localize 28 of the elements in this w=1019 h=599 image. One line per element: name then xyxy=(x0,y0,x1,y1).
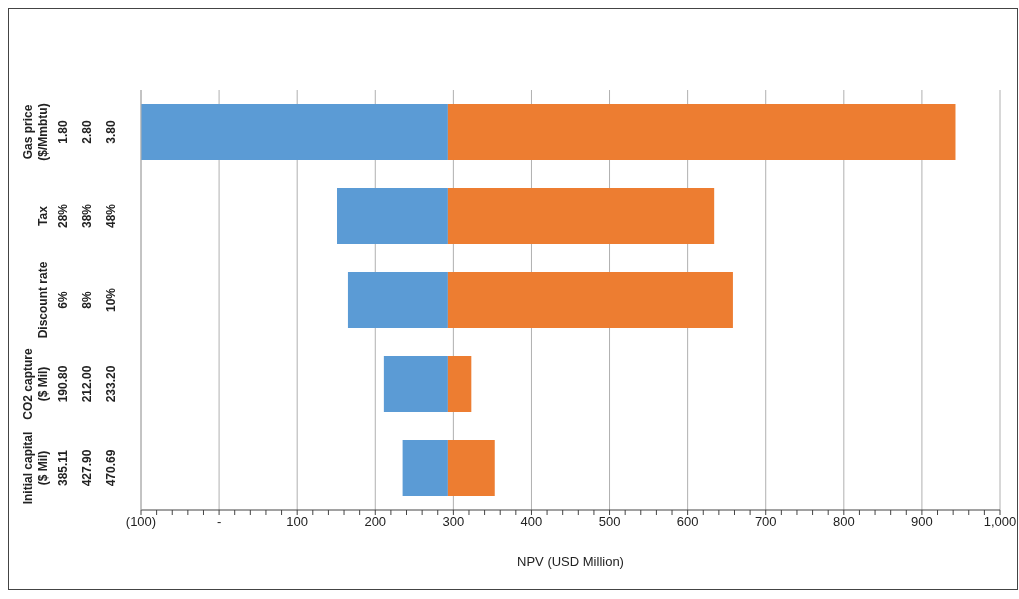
x-tick-label: 700 xyxy=(754,514,777,530)
y-tick-label: Gas price ($/Mmbtu) 1.80 2.80 3.80 xyxy=(21,103,118,161)
x-tick-label: (100) xyxy=(125,514,157,530)
bar xyxy=(141,104,448,160)
bar xyxy=(347,272,448,328)
x-tick-label: 800 xyxy=(832,514,855,530)
bar xyxy=(447,356,472,412)
y-tick-label: Discount rate 6% 8% 10% xyxy=(36,261,118,339)
x-tick-label: 200 xyxy=(364,514,387,530)
bar xyxy=(402,440,448,496)
x-tick-label: 900 xyxy=(911,514,933,530)
bar xyxy=(447,104,956,160)
x-tick-label: 600 xyxy=(676,514,699,530)
y-tick-label: CO2 capture ($ Mil) 190.80 212.00 233.20 xyxy=(21,348,118,420)
bar xyxy=(383,356,448,412)
x-tick-label: 100 xyxy=(286,514,309,530)
x-tick-label: 400 xyxy=(520,514,543,530)
x-tick-label: 1,000 xyxy=(983,514,1017,530)
x-tick-label: - xyxy=(216,514,222,530)
bar xyxy=(447,272,733,328)
bar xyxy=(447,188,715,244)
x-axis-title: NPV (USD Million) xyxy=(517,554,624,569)
y-tick-label: Tax 28% 38% 48% xyxy=(36,203,118,229)
bar xyxy=(337,188,448,244)
x-tick-label: 300 xyxy=(442,514,465,530)
y-tick-label: Initial capital ($ Mil) 385.11 427.90 470.69 xyxy=(21,431,118,505)
bar xyxy=(447,440,495,496)
x-tick-label: 500 xyxy=(598,514,621,530)
